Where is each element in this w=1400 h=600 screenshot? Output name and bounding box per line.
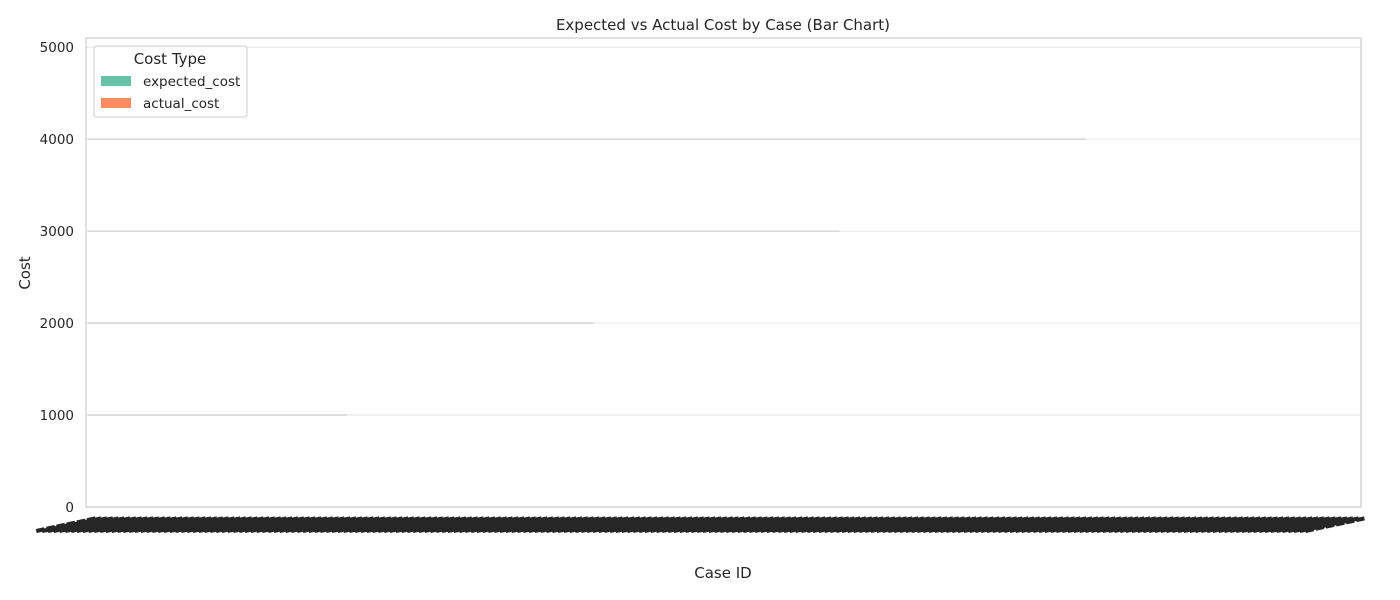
y-tick-label-1000: 1000 bbox=[40, 408, 74, 424]
legend: Cost Type expected_cost actual_cost bbox=[93, 45, 248, 118]
y-tick-label-3000: 3000 bbox=[40, 224, 74, 240]
y-tick-label-5000: 5000 bbox=[40, 40, 74, 56]
legend-box bbox=[93, 45, 248, 118]
legend-entry-expected-cost: expected_cost bbox=[143, 74, 240, 90]
legend-swatch-actual-cost bbox=[101, 98, 131, 108]
x-category-ticks: ▬▬▬▬▬▬▬▬▬▬▬▬▬▬▬▬▬▬▬▬▬▬▬▬▬▬▬▬▬▬▬▬▬▬▬▬▬▬▬▬… bbox=[34, 511, 1367, 537]
legend-swatch-expected-cost bbox=[101, 76, 131, 86]
y-axis-label: Cost bbox=[16, 256, 34, 289]
legend-title: Cost Type bbox=[134, 50, 207, 68]
legend-entry-actual-cost: actual_cost bbox=[143, 96, 219, 112]
plot-frame bbox=[85, 37, 1362, 508]
chart-title: Expected vs Actual Cost by Case (Bar Cha… bbox=[556, 16, 890, 34]
x-axis-label: Case ID bbox=[694, 564, 751, 582]
y-tick-label-4000: 4000 bbox=[40, 132, 74, 148]
reference-lines bbox=[88, 138, 1086, 416]
y-ticks: 0 1000 2000 3000 4000 5000 bbox=[40, 40, 74, 516]
y-tick-label-0: 0 bbox=[65, 500, 74, 516]
y-tick-label-2000: 2000 bbox=[40, 316, 74, 332]
